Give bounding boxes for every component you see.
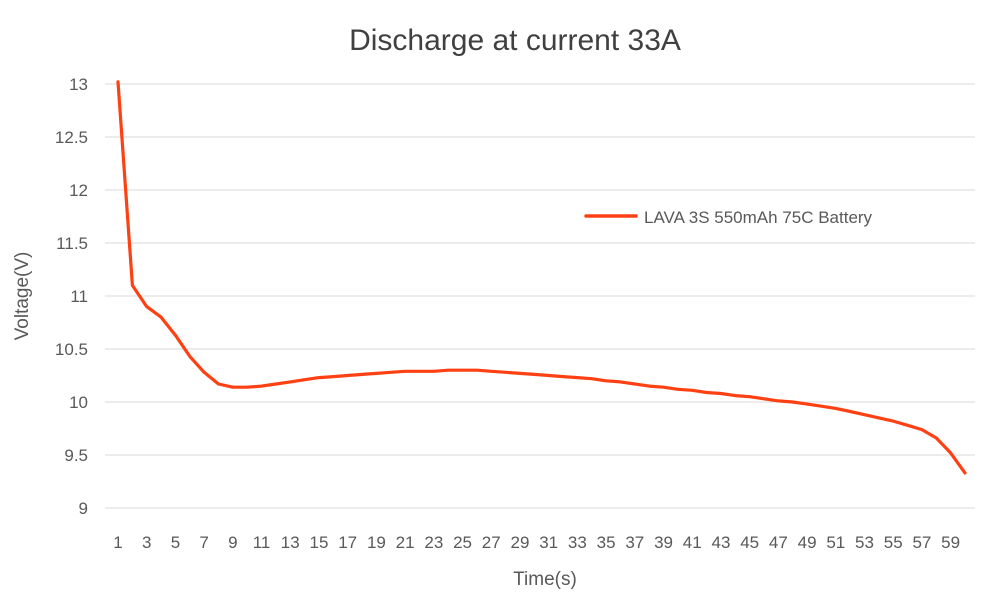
x-tick-label: 51 [826,533,845,552]
x-tick-label: 17 [338,533,357,552]
y-tick-label: 12.5 [55,128,88,147]
x-tick-label: 41 [683,533,702,552]
x-tick-label: 43 [711,533,730,552]
x-axis-title: Time(s) [513,569,577,590]
gridlines [105,83,975,509]
y-tick-label: 9 [79,499,88,518]
y-tick-label: 11 [70,287,88,306]
y-tick-label: 13 [69,75,88,94]
series-line [116,80,967,475]
x-tick-label: 57 [912,533,931,552]
x-tick-label: 15 [310,533,329,552]
x-tick-label: 37 [625,533,644,552]
series-layer [116,80,967,475]
x-tick-label: 47 [769,533,788,552]
x-tick-label: 19 [367,533,386,552]
x-tick-label: 49 [798,533,817,552]
x-axis-ticks: 1 3 5 7 9 11 13 15 17 19 21 23 25 27 29 31 33 35 37 39 41 43 4… [113,533,960,552]
x-tick-label: 35 [597,533,616,552]
x-tick-label: 29 [511,533,530,552]
y-axis-ticks: 9 9.5 10 10.5 11 11.5 12 12.5 13 [55,75,88,518]
y-tick-label: 10 [69,393,88,412]
x-tick-label: 39 [654,533,673,552]
x-tick-label: 31 [539,533,558,552]
x-tick-label: 11 [253,533,271,552]
x-tick-label: 3 [142,533,151,552]
x-tick-label: 9 [228,533,237,552]
x-tick-label: 7 [199,533,208,552]
legend-label: LAVA 3S 550mAh 75C Battery [644,208,873,227]
x-tick-label: 5 [171,533,180,552]
y-tick-label: 9.5 [64,446,88,465]
chart-title: Discharge at current 33A [349,24,681,57]
x-tick-label: 55 [884,533,903,552]
x-tick-label: 13 [281,533,300,552]
x-tick-label: 45 [740,533,759,552]
x-tick-label: 21 [396,533,415,552]
x-tick-label: 59 [941,533,960,552]
x-tick-label: 53 [855,533,874,552]
x-tick-label: 23 [424,533,443,552]
y-tick-label: 12 [69,181,88,200]
x-tick-label: 27 [482,533,501,552]
x-tick-label: 25 [453,533,472,552]
x-tick-label: 33 [568,533,587,552]
legend: LAVA 3S 550mAh 75C Battery [584,208,873,227]
x-tick-label: 1 [113,533,122,552]
y-axis-title: Voltage(V) [12,252,33,341]
y-tick-label: 11.5 [56,234,88,253]
y-tick-label: 10.5 [55,340,88,359]
